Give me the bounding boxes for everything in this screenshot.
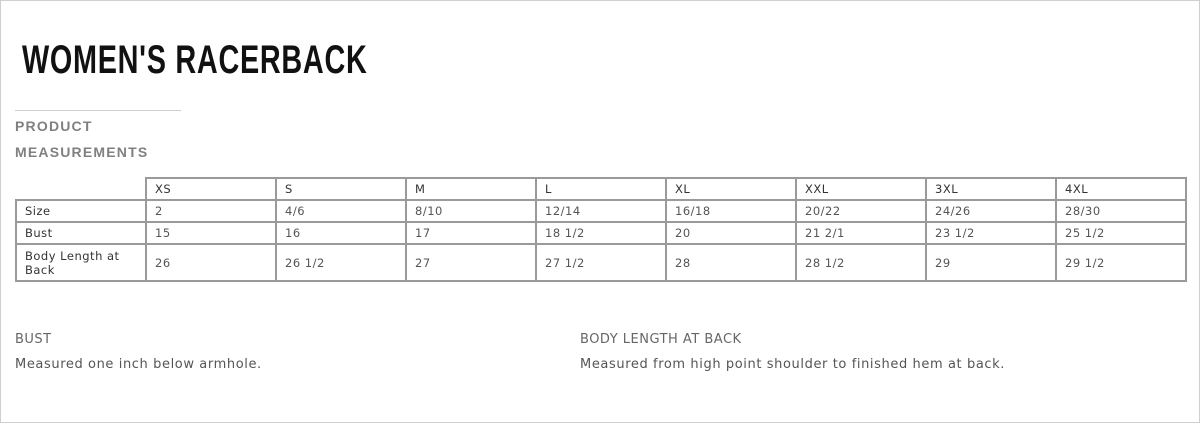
row-label: Bust (15, 221, 147, 245)
table-cell: 23 1/2 (925, 221, 1057, 245)
table-cell: 29 1/2 (1055, 243, 1187, 282)
table-cell: 16/18 (665, 199, 797, 223)
table-cell: 20 (665, 221, 797, 245)
table-cell: 12/14 (535, 199, 667, 223)
table-header-row: XS S M L XL XXL 3XL 4XL (16, 177, 1187, 201)
table-row: Bust 15 16 17 18 1/2 20 21 2/1 23 1/2 25 1/2 (15, 221, 1187, 245)
table-cell: 26 (145, 243, 277, 282)
column-header: S (275, 177, 407, 201)
row-label: Body Length at Back (15, 243, 147, 282)
table-cell: 20/22 (795, 199, 927, 223)
table-cell: 26 1/2 (275, 243, 407, 282)
column-header: M (405, 177, 537, 201)
table-cell: 25 1/2 (1055, 221, 1187, 245)
table-cell: 27 (405, 243, 537, 282)
table-cell: 8/10 (405, 199, 537, 223)
table-cell: 29 (925, 243, 1057, 282)
section-heading-line1: PRODUCT (15, 118, 93, 134)
measurements-table: XS S M L XL XXL 3XL 4XL Size 2 4/6 8/10 12/14 16/18 20… (15, 177, 1187, 282)
row-label: Size (15, 199, 147, 223)
table-cell: 16 (275, 221, 407, 245)
table-cell: 24/26 (925, 199, 1057, 223)
table-cell: 4/6 (275, 199, 407, 223)
table-cell: 18 1/2 (535, 221, 667, 245)
table-row: Body Length at Back 26 26 1/2 27 27 1/2 28 28 … (15, 243, 1187, 282)
table-cell: 28/30 (1055, 199, 1187, 223)
table-cell: 21 2/1 (795, 221, 927, 245)
note-text-body-length: Measured from high point shoulder to fin… (580, 357, 1005, 372)
table-cell: 27 1/2 (535, 243, 667, 282)
table-row: Size 2 4/6 8/10 12/14 16/18 20/22 24/26 28/30 (15, 199, 1187, 223)
table-cell: 28 (665, 243, 797, 282)
note-heading-bust: BUST (15, 332, 52, 347)
table-cell: 15 (145, 221, 277, 245)
divider (15, 110, 181, 111)
note-text-bust: Measured one inch below armhole. (15, 357, 262, 372)
page-title: WOMEN'S RACERBACK (22, 38, 368, 82)
section-heading-line2: MEASUREMENTS (15, 144, 149, 160)
column-header: XS (145, 177, 277, 201)
column-header: 4XL (1055, 177, 1187, 201)
column-header: L (535, 177, 667, 201)
column-header: 3XL (925, 177, 1057, 201)
column-header: XL (665, 177, 797, 201)
table-cell: 28 1/2 (795, 243, 927, 282)
table-cell: 17 (405, 221, 537, 245)
column-header: XXL (795, 177, 927, 201)
header-corner-cell (16, 178, 146, 201)
note-heading-body-length: BODY LENGTH AT BACK (580, 332, 742, 347)
table-cell: 2 (145, 199, 277, 223)
